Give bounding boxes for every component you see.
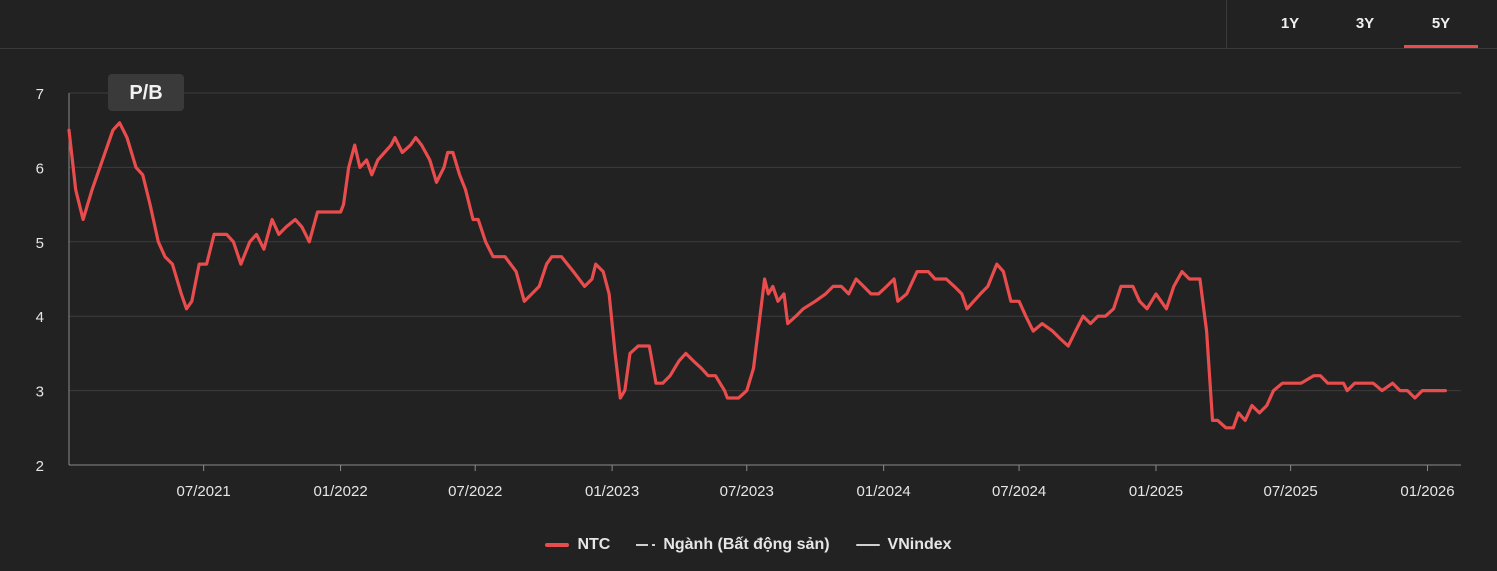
y-tick-label: 2 (36, 458, 44, 475)
x-tick-label: 01/2025 (1129, 483, 1183, 500)
x-tick-label: 07/2024 (992, 483, 1046, 500)
legend-item-vnindex[interactable]: VNindex (855, 536, 952, 554)
y-tick-label: 6 (36, 160, 44, 177)
tab-3y[interactable]: 3Y (1355, 15, 1375, 32)
x-tick-label: 01/2022 (313, 483, 367, 500)
legend-swatch-ntc (545, 543, 570, 547)
tab-5y[interactable]: 5Y (1404, 0, 1478, 48)
tab-separator (1226, 0, 1227, 48)
x-tick-label: 01/2023 (585, 483, 639, 500)
x-tick-label: 07/2023 (720, 483, 774, 500)
series-lines[interactable] (67, 121, 1447, 430)
grid-lines (69, 92, 1461, 392)
y-tick-label: 7 (36, 86, 44, 103)
series-line-ntc[interactable] (67, 121, 1447, 430)
chart-title-badge: P/B (108, 74, 184, 111)
legend-label-industry: Ngành (Bất động sản) (663, 536, 830, 553)
timeframe-bar: 1Y 3Y 5Y (0, 0, 1497, 49)
y-tick-label: 5 (36, 235, 44, 252)
legend-item-ntc[interactable]: NTC (545, 536, 610, 554)
x-tick-label: 07/2021 (177, 483, 231, 500)
y-tick-label: 3 (36, 384, 44, 401)
legend-label-ntc: NTC (577, 536, 611, 553)
chart-title: P/B (129, 82, 162, 104)
x-tick-label: 07/2025 (1264, 483, 1318, 500)
legend-swatch-industry (636, 544, 656, 546)
legend-label-vnindex: VNindex (887, 536, 952, 553)
chart-legend: NTC Ngành (Bất động sản) VNindex (0, 528, 1497, 562)
chart-title-background (108, 74, 184, 111)
y-axis: 7 6 5 4 3 2 (36, 86, 70, 475)
legend-swatch-vnindex (855, 544, 880, 546)
x-tick-label: 01/2026 (1400, 483, 1454, 500)
legend-item-industry[interactable]: Ngành (Bất động sản) (636, 536, 830, 554)
y-tick-label: 4 (36, 309, 44, 326)
x-axis: 07/2021 01/2022 07/2022 01/2023 07/2023 01/20… (69, 464, 1461, 500)
tab-1y[interactable]: 1Y (1280, 15, 1300, 32)
x-tick-label: 01/2024 (857, 483, 911, 500)
x-tick-label: 07/2022 (448, 483, 502, 500)
